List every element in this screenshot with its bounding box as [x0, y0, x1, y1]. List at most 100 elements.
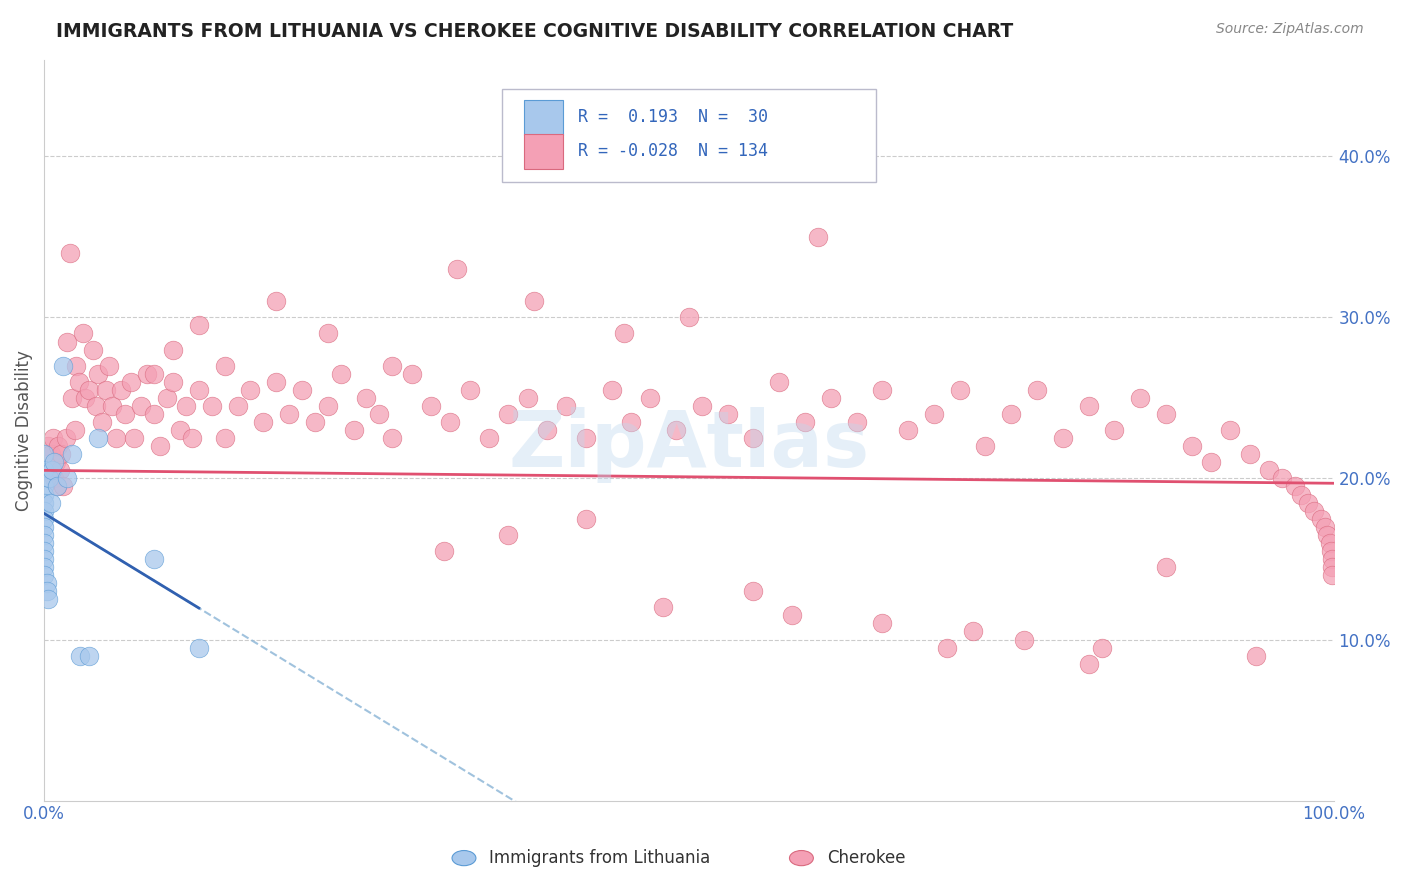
Point	[39, 495, 62, 509]
Point	[974, 439, 997, 453]
Point	[1322, 552, 1344, 566]
Point	[575, 431, 598, 445]
Point	[356, 391, 378, 405]
Point	[949, 383, 972, 397]
Point	[1026, 383, 1049, 397]
Point	[56, 471, 79, 485]
Point	[187, 640, 209, 655]
Point	[1322, 560, 1344, 574]
Point	[162, 343, 184, 357]
Text: R = -0.028  N = 134: R = -0.028 N = 134	[578, 143, 768, 161]
FancyBboxPatch shape	[502, 89, 876, 182]
Point	[768, 375, 790, 389]
Point	[162, 375, 184, 389]
Point	[181, 431, 204, 445]
Point	[439, 415, 461, 429]
Point	[1320, 544, 1343, 558]
Point	[169, 423, 191, 437]
Point	[56, 334, 79, 349]
Point	[120, 375, 142, 389]
Point	[65, 359, 87, 373]
Point	[555, 399, 578, 413]
Point	[638, 391, 661, 405]
Point	[807, 229, 830, 244]
Point	[67, 375, 90, 389]
Point	[97, 359, 120, 373]
Point	[32, 568, 55, 582]
Point	[45, 455, 67, 469]
Point	[1199, 455, 1222, 469]
Point	[129, 399, 152, 413]
Point	[101, 399, 124, 413]
Point	[458, 383, 481, 397]
Point	[793, 415, 815, 429]
Point	[1319, 536, 1341, 550]
Point	[291, 383, 314, 397]
Point	[32, 487, 55, 501]
Point	[1239, 447, 1261, 461]
Point	[32, 560, 55, 574]
Point	[37, 439, 59, 453]
Point	[820, 391, 842, 405]
Point	[678, 310, 700, 325]
Point	[1291, 487, 1313, 501]
Point	[1000, 407, 1022, 421]
Point	[613, 326, 636, 341]
Y-axis label: Cognitive Disability: Cognitive Disability	[15, 350, 32, 510]
Point	[1322, 568, 1344, 582]
Point	[716, 407, 738, 421]
Point	[77, 383, 100, 397]
Point	[1309, 512, 1331, 526]
Point	[498, 528, 520, 542]
Point	[52, 359, 75, 373]
Point	[872, 616, 894, 631]
Point	[49, 447, 72, 461]
Point	[665, 423, 688, 437]
Point	[156, 391, 179, 405]
Point	[1154, 560, 1177, 574]
Point	[1303, 503, 1326, 517]
Point	[742, 431, 765, 445]
Point	[59, 246, 82, 260]
Point	[82, 343, 104, 357]
Text: R =  0.193  N =  30: R = 0.193 N = 30	[578, 109, 768, 127]
Point	[1077, 399, 1099, 413]
Point	[52, 479, 75, 493]
Point	[142, 407, 165, 421]
Point	[401, 367, 423, 381]
Point	[536, 423, 558, 437]
Point	[1284, 479, 1306, 493]
Point	[690, 399, 713, 413]
Point	[433, 544, 456, 558]
Point	[142, 552, 165, 566]
Point	[32, 544, 55, 558]
Point	[239, 383, 262, 397]
Point	[46, 439, 69, 453]
Point	[84, 399, 107, 413]
Point	[600, 383, 623, 397]
Point	[1154, 407, 1177, 421]
Point	[1313, 520, 1336, 534]
Point	[620, 415, 643, 429]
Point	[1219, 423, 1241, 437]
Text: Cherokee: Cherokee	[827, 849, 905, 867]
Point	[922, 407, 945, 421]
Point	[316, 326, 339, 341]
Point	[149, 439, 172, 453]
Point	[1104, 423, 1126, 437]
Point	[35, 584, 58, 599]
Point	[329, 367, 352, 381]
Point	[264, 294, 287, 309]
Point	[114, 407, 136, 421]
Point	[44, 471, 66, 485]
Point	[278, 407, 301, 421]
Point	[77, 648, 100, 663]
Point	[780, 608, 803, 623]
Point	[62, 447, 84, 461]
Point	[44, 455, 66, 469]
Point	[1052, 431, 1074, 445]
Point	[368, 407, 391, 421]
Point	[87, 431, 110, 445]
Point	[897, 423, 920, 437]
Point	[516, 391, 538, 405]
